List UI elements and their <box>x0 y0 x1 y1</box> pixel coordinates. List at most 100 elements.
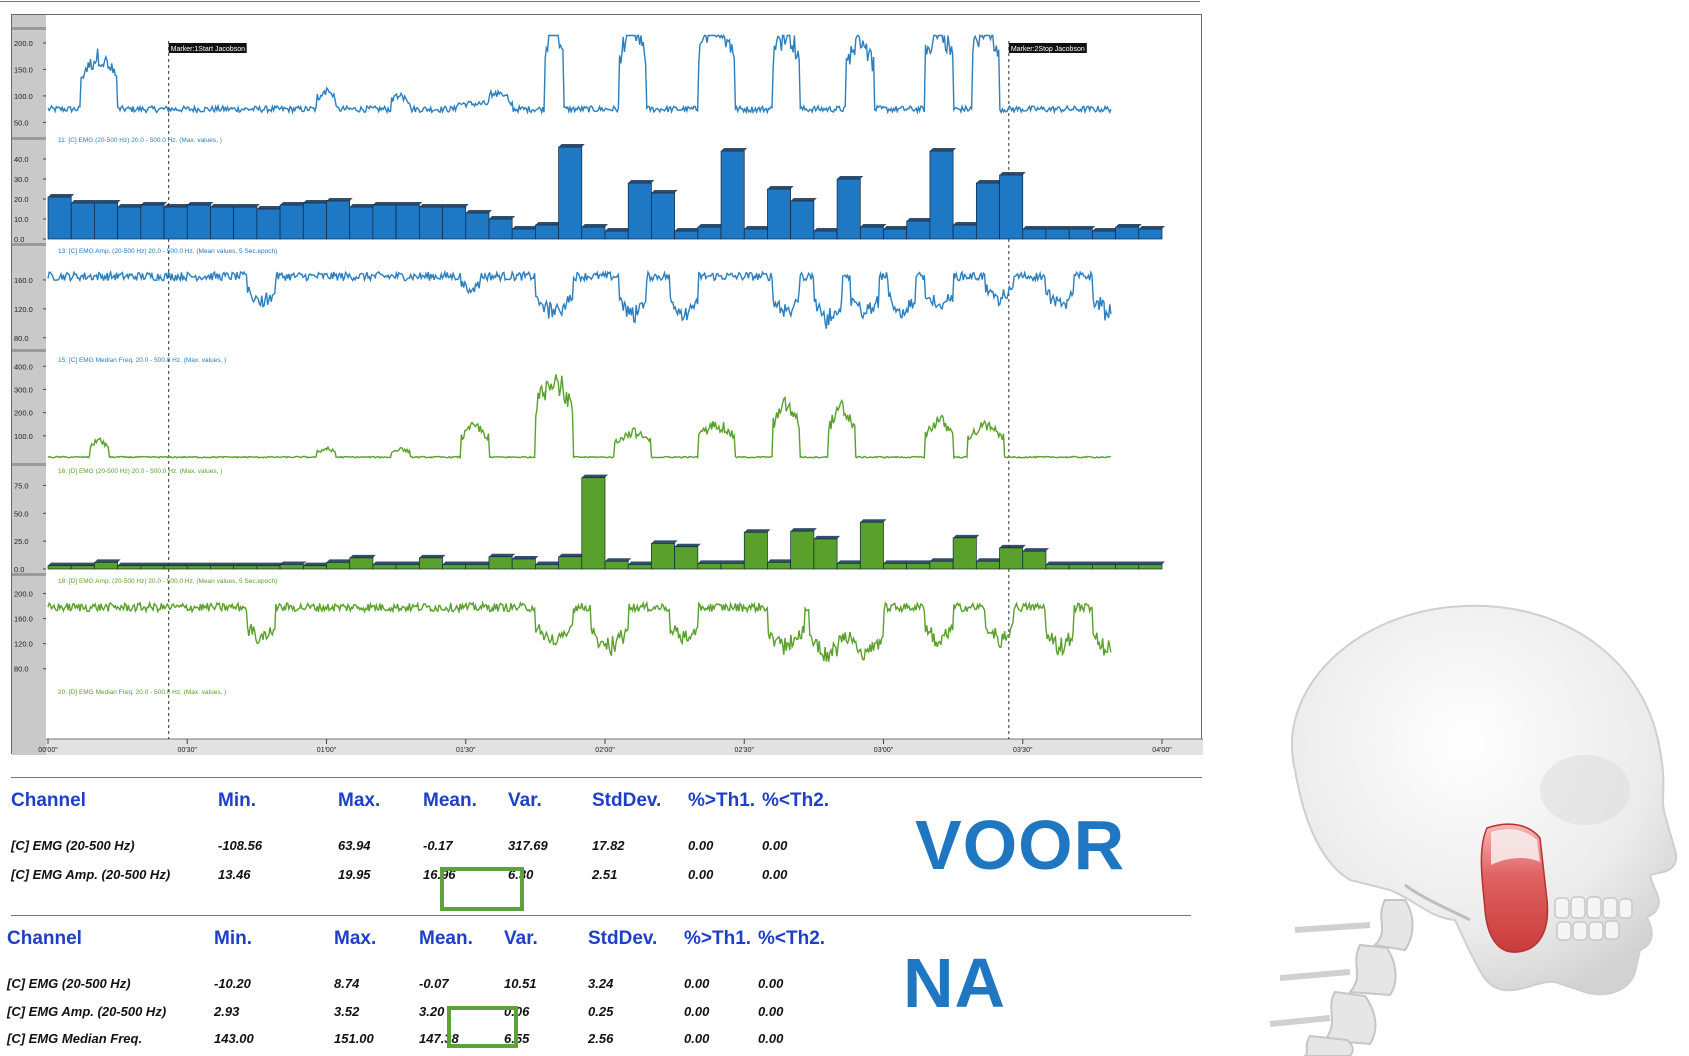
na-cell-r0-c0: [C] EMG (20-500 Hz) <box>7 976 131 991</box>
c-amp-bar <box>859 226 884 240</box>
d-amp-bar-top <box>628 561 655 565</box>
c-amp-bar-top <box>883 226 910 229</box>
time-tick-label: 01'30" <box>456 747 476 754</box>
d-med-tick-label: 200.0 <box>14 590 33 599</box>
d-amp-bar <box>836 563 861 570</box>
c-amp-bar-top <box>1092 228 1119 231</box>
d-amp-bar <box>859 521 884 570</box>
na-cell-r2-c2: 151.00 <box>334 1031 374 1046</box>
c-amp-bar <box>233 206 258 240</box>
d-med-channel-label: 20: [D] EMG Median Freq. 20.0 - 500.0 Hz… <box>58 689 226 696</box>
d-amp-bar-top <box>813 535 841 539</box>
na-label: NA <box>903 944 1007 1022</box>
c-amp-channel-label: 13: [C] EMG Amp. (20-500 Hz) 20.0 - 500.… <box>58 248 277 255</box>
d-amp-bar <box>1068 564 1093 570</box>
c-amp-bar <box>790 200 815 240</box>
emg-plot-panel[interactable]: 00'00" 00'30" 01'00" 01'30" 02'00" 02'30" 03'0… <box>11 14 1203 755</box>
d-amp-bar-top <box>1115 561 1142 565</box>
d-amp-bar-top <box>581 474 608 478</box>
na-header-stddev: StdDev. <box>588 928 658 949</box>
c-amp-bar-top <box>256 206 284 209</box>
gutter-separator <box>12 573 46 576</box>
d-emg-tick-label: 400.0 <box>14 362 33 371</box>
na-cell-r1-c2: 3.52 <box>334 1004 360 1019</box>
d-amp-bar <box>790 530 815 570</box>
c-amp-bar-top <box>860 224 887 227</box>
d-amp-bar <box>349 557 374 570</box>
d-amp-bar <box>535 564 559 570</box>
c-amp-tick-label: 10.0 <box>14 215 29 224</box>
voor-cell-r1-c5: 2.51 <box>592 867 618 882</box>
d-amp-bar <box>94 561 118 570</box>
d-amp-bar <box>975 560 1000 570</box>
c-amp-bar-top <box>465 210 492 213</box>
d-amp-bar-top <box>48 562 75 566</box>
c-amp-bar-top <box>976 180 1003 183</box>
c-amp-bar <box>883 228 908 240</box>
c-amp-bar-top <box>1138 226 1165 229</box>
c-amp-bar <box>1092 230 1116 240</box>
d-amp-bar-top <box>256 562 284 566</box>
gutter-separator <box>12 243 46 246</box>
d-amp-bar-top <box>465 561 492 565</box>
d-amp-bar <box>186 565 211 570</box>
d-amp-bar <box>511 558 536 570</box>
c-med-tick-label: 80.0 <box>14 334 29 343</box>
na-cell-r0-c4: 10.51 <box>504 976 537 991</box>
na-cell-r1-c0: [C] EMG Amp. (20-500 Hz) <box>7 1004 167 1019</box>
d-amp-bar-top <box>1045 561 1073 565</box>
na-header--th1: %>Th1. <box>684 928 752 949</box>
c-amp-bar-top <box>512 226 539 229</box>
d-amp-bar <box>697 563 722 570</box>
d-med-trace <box>47 600 1112 662</box>
d-amp-bar-top <box>674 543 701 547</box>
d-amp-bar-top <box>976 558 1003 562</box>
d-amp-bar <box>442 564 467 570</box>
emg-plot[interactable]: 00'00" 00'30" 01'00" 01'30" 02'00" 02'30" 03'0… <box>12 15 1203 755</box>
d-amp-bar <box>627 564 652 570</box>
d-amp-bar <box>233 565 258 570</box>
c-amp-bar <box>999 174 1024 240</box>
c-amp-bar <box>558 146 583 240</box>
c-amp-bar <box>511 228 536 240</box>
na-cell-r0-c7: 0.00 <box>758 976 784 991</box>
na-header--th2: %<Th2. <box>758 928 826 949</box>
voor-cell-r0-c1: -108.56 <box>218 838 263 853</box>
voor-cell-r0-c3: -0.17 <box>423 838 453 853</box>
c-amp-bar <box>140 204 165 240</box>
d-amp-bar <box>1045 564 1070 570</box>
c-amp-bar <box>952 224 977 240</box>
d-amp-bar-top <box>117 562 144 566</box>
voor-cell-r1-c2: 19.95 <box>338 867 371 882</box>
d-amp-bar <box>326 561 351 570</box>
c-emg-channel-label: 11: [C] EMG (20-500 Hz) 20.0 - 500.0 Hz.… <box>58 137 222 144</box>
c-amp-bar-top <box>140 202 168 205</box>
na-cell-r2-c5: 2.56 <box>588 1031 614 1046</box>
c-amp-bar-top <box>721 148 748 151</box>
c-amp-bar <box>906 220 931 240</box>
c-amp-bar-top <box>767 186 794 189</box>
na-header-mean: Mean. <box>419 928 473 949</box>
c-amp-bar <box>836 178 861 240</box>
c-amp-bar <box>186 204 211 240</box>
c-amp-bar <box>47 196 72 240</box>
d-amp-bar-top <box>744 529 771 533</box>
c-amp-bar-top <box>813 228 841 231</box>
d-amp-bar <box>418 557 443 570</box>
d-amp-bar <box>604 560 629 570</box>
d-amp-tick-label: 50.0 <box>14 509 29 518</box>
c-emg-tick-label: 200.0 <box>14 39 33 48</box>
c-amp-bar <box>1022 228 1047 240</box>
c-amp-bar-top <box>71 200 98 203</box>
c-amp-bar-top <box>674 228 701 231</box>
marker-flag <box>168 43 247 53</box>
gutter-separator <box>12 349 46 352</box>
c-amp-tick-label: 0.0 <box>14 235 24 244</box>
d-amp-bar-top <box>280 561 307 565</box>
c-amp-bar <box>163 206 188 240</box>
d-amp-bar-top <box>372 561 400 565</box>
c-amp-tick-label: 20.0 <box>14 195 29 204</box>
d-amp-bar <box>929 560 954 570</box>
d-amp-bar <box>163 565 188 570</box>
na-cell-r2-c7: 0.00 <box>758 1031 784 1046</box>
